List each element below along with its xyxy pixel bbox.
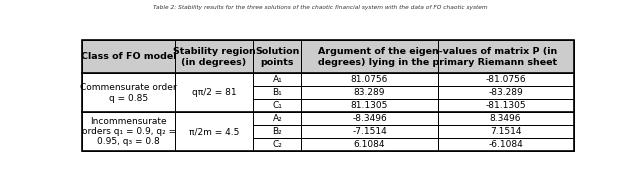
Text: A₁: A₁: [273, 75, 282, 84]
Text: Incommensurate
orders q₁ = 0.9, q₂ =
0.95, q₃ = 0.8: Incommensurate orders q₁ = 0.9, q₂ = 0.9…: [81, 117, 176, 146]
Text: -7.1514: -7.1514: [352, 127, 387, 136]
Text: B₁: B₁: [273, 88, 282, 97]
Text: Argument of the eigen-values of matrix P (in
degrees) lying in the primary Riema: Argument of the eigen-values of matrix P…: [318, 47, 557, 67]
Text: 83.289: 83.289: [354, 88, 385, 97]
Bar: [301, 125, 438, 138]
Bar: [253, 74, 301, 86]
Text: π/2m = 4.5: π/2m = 4.5: [189, 127, 239, 136]
Text: 7.1514: 7.1514: [490, 127, 521, 136]
Bar: [301, 112, 438, 125]
Bar: [175, 86, 253, 99]
Text: C₂: C₂: [273, 140, 282, 149]
Bar: [83, 74, 175, 86]
Text: -6.1084: -6.1084: [488, 140, 523, 149]
Text: Solution
points: Solution points: [255, 47, 300, 67]
Bar: [175, 112, 253, 125]
Bar: [438, 138, 573, 151]
Bar: [175, 74, 253, 112]
Bar: [83, 99, 175, 112]
Bar: [438, 86, 573, 99]
Text: 8.3496: 8.3496: [490, 114, 521, 123]
Text: 6.1084: 6.1084: [354, 140, 385, 149]
Bar: [301, 99, 438, 112]
Bar: [438, 125, 573, 138]
Bar: [301, 74, 438, 86]
Bar: [175, 112, 253, 151]
Text: A₂: A₂: [273, 114, 282, 123]
Bar: [83, 125, 175, 138]
Bar: [253, 112, 301, 125]
Bar: [301, 40, 573, 74]
Bar: [253, 86, 301, 99]
Bar: [83, 74, 175, 112]
Bar: [175, 138, 253, 151]
Text: 81.0756: 81.0756: [351, 75, 388, 84]
Text: -81.1305: -81.1305: [485, 101, 526, 110]
Bar: [253, 125, 301, 138]
Text: qπ/2 = 81: qπ/2 = 81: [192, 88, 236, 97]
Text: -83.289: -83.289: [488, 88, 523, 97]
Bar: [301, 138, 438, 151]
Bar: [301, 86, 438, 99]
Text: B₂: B₂: [273, 127, 282, 136]
Bar: [175, 74, 253, 86]
Text: 81.1305: 81.1305: [351, 101, 388, 110]
Bar: [83, 112, 175, 151]
Bar: [175, 99, 253, 112]
Text: Table 2: Stability results for the three solutions of the chaotic financial syst: Table 2: Stability results for the three…: [153, 5, 487, 10]
Bar: [253, 138, 301, 151]
Bar: [83, 86, 175, 99]
Text: Commensurate order
q = 0.85: Commensurate order q = 0.85: [81, 83, 177, 102]
Bar: [83, 40, 175, 74]
Bar: [438, 99, 573, 112]
Text: Stability region
(in degrees): Stability region (in degrees): [173, 47, 255, 67]
Text: C₁: C₁: [273, 101, 282, 110]
Bar: [83, 138, 175, 151]
Text: -81.0756: -81.0756: [485, 75, 526, 84]
Bar: [438, 112, 573, 125]
Bar: [83, 112, 175, 125]
Bar: [83, 40, 573, 151]
Bar: [175, 125, 253, 138]
Bar: [175, 40, 253, 74]
Text: -8.3496: -8.3496: [352, 114, 387, 123]
Bar: [253, 99, 301, 112]
Bar: [253, 40, 301, 74]
Bar: [438, 74, 573, 86]
Text: Class of FO model: Class of FO model: [81, 52, 177, 61]
